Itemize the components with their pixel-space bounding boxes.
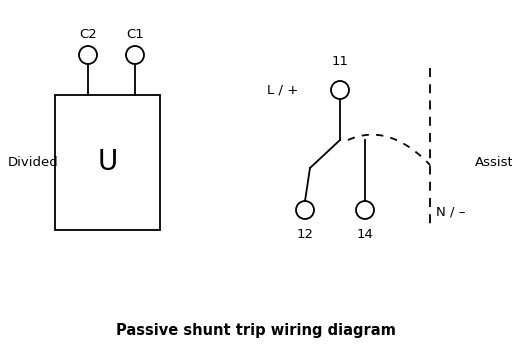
- Text: Passive shunt trip wiring diagram: Passive shunt trip wiring diagram: [116, 322, 396, 337]
- Circle shape: [296, 201, 314, 219]
- Circle shape: [126, 46, 144, 64]
- Text: C2: C2: [79, 27, 97, 40]
- Text: 11: 11: [331, 55, 349, 68]
- Text: 12: 12: [296, 228, 313, 241]
- Text: Divided: Divided: [8, 156, 59, 170]
- Text: C1: C1: [126, 27, 144, 40]
- Text: U: U: [97, 148, 118, 176]
- Bar: [55, 95, 160, 230]
- Text: Assist: Assist: [475, 156, 512, 170]
- Circle shape: [331, 81, 349, 99]
- Text: N / –: N / –: [436, 206, 465, 219]
- Text: L / +: L / +: [267, 83, 298, 97]
- Text: 14: 14: [356, 228, 373, 241]
- Circle shape: [79, 46, 97, 64]
- Circle shape: [356, 201, 374, 219]
